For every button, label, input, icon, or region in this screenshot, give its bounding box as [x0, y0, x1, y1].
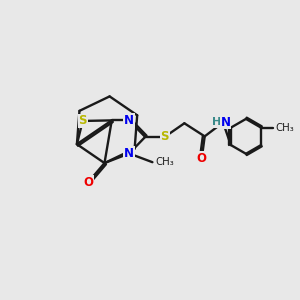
Text: O: O — [197, 152, 207, 165]
Text: CH₃: CH₃ — [155, 157, 174, 167]
Text: S: S — [160, 130, 169, 143]
Text: O: O — [83, 176, 93, 189]
Text: N: N — [221, 116, 231, 129]
Text: N: N — [124, 114, 134, 127]
Text: N: N — [124, 147, 134, 160]
Text: CH₃: CH₃ — [275, 123, 294, 133]
Text: S: S — [79, 115, 87, 128]
Text: H: H — [212, 117, 221, 128]
